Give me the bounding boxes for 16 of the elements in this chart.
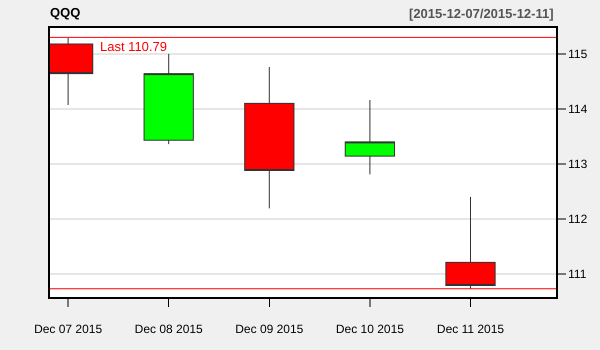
candlestick [344,100,396,175]
y-tick-label: 114 [568,102,588,116]
chart-title: QQQ [50,5,80,20]
x-tick-label: Dec 09 2015 [235,322,304,336]
y-tick-label: 111 [568,267,587,282]
y-tick-label: 112 [568,212,588,226]
y-tick-label: 113 [568,157,588,172]
x-tick-label: Dec 11 2015 [436,322,504,336]
x-tick-label: Dec 07 2015 [34,322,102,336]
candlestick [244,66,294,209]
candlestick [144,53,194,145]
y-tick-label: 115 [568,47,588,62]
x-tick-label: Dec 10 2015 [336,322,404,336]
ref-line-label: Last 110.79 [100,39,167,54]
x-tick-label: Dec 08 2015 [134,322,204,336]
text: [2015-12-07/2015-12-11] [409,6,554,21]
